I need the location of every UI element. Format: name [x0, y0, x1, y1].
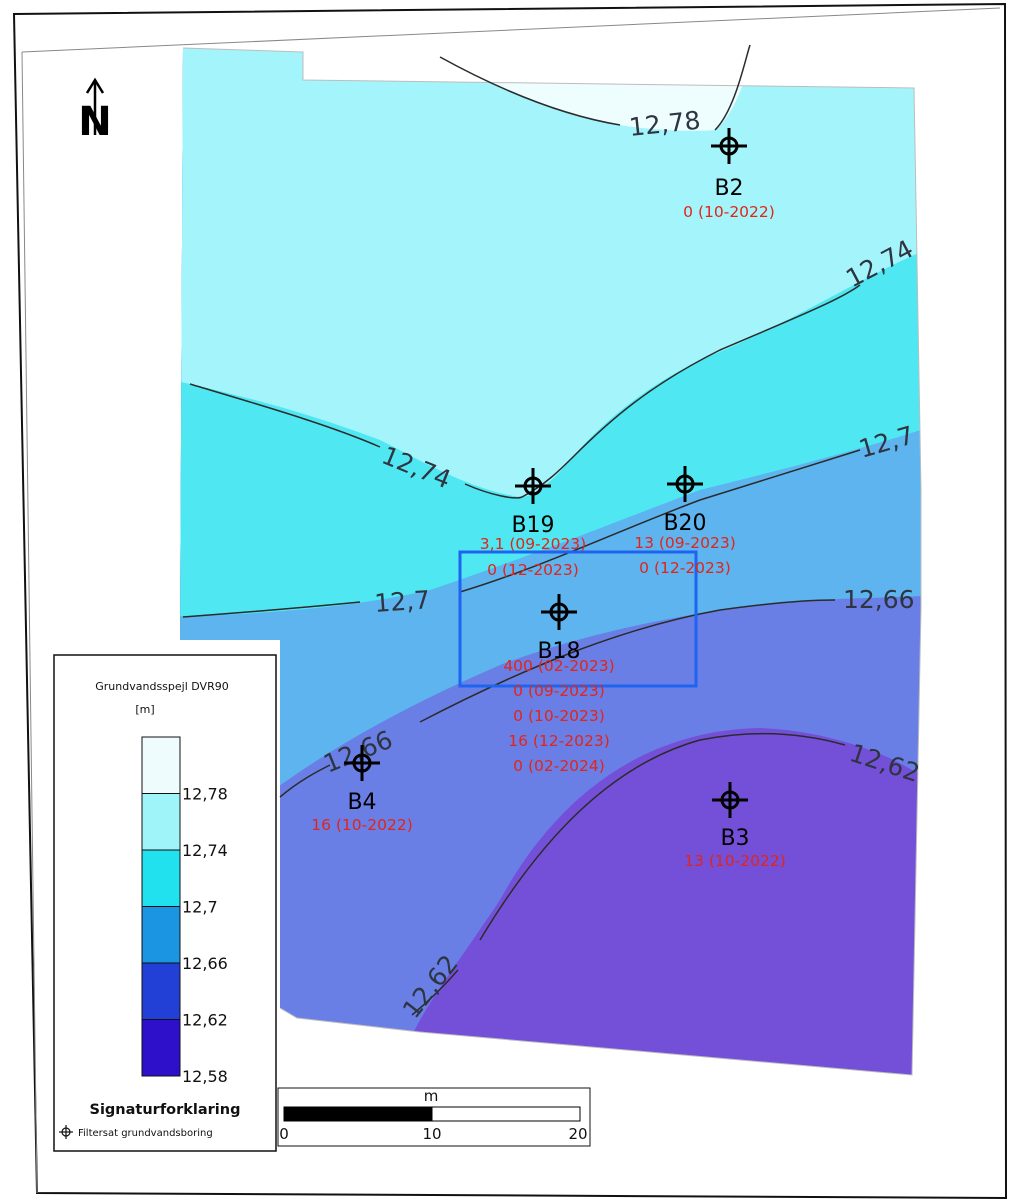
- legend-color-swatch: [141, 849, 181, 907]
- contour-line-12-7: [182, 449, 861, 618]
- well-symbol-icon: [59, 1125, 73, 1139]
- legend-color-swatch: [141, 906, 181, 964]
- well-symbol-icon: [515, 468, 551, 504]
- legend-tick-label: 12,7: [182, 898, 218, 917]
- well-name-label: B20: [663, 511, 706, 536]
- well-observation-label: 13 (10-2022): [684, 852, 786, 870]
- well-observation-label: 16 (10-2022): [311, 816, 413, 834]
- well-name-label: B19: [511, 513, 554, 538]
- well-name-label: B4: [347, 790, 376, 815]
- contour-label: 12,66: [843, 585, 915, 614]
- well-symbol-icon: [541, 594, 577, 630]
- inner-frame-left: [21, 51, 38, 1194]
- legend-color-swatch: [141, 793, 181, 851]
- scale-bar-tick-label: 0: [279, 1125, 289, 1143]
- scale-bar-tick-label: 20: [568, 1125, 587, 1143]
- well-observation-label: 3,1 (09-2023): [480, 535, 586, 553]
- scale-bar: m 0 10 20: [277, 1087, 591, 1147]
- well-observation-label: 0 (09-2023): [513, 682, 605, 700]
- legend-tick-label: 12,62: [182, 1011, 228, 1030]
- well-observation-label: 400 (02-2023): [503, 657, 614, 675]
- contour-line-12-62: [411, 732, 846, 1016]
- legend-color-swatch: [141, 1019, 181, 1077]
- well-observation-label: 0 (02-2024): [513, 757, 605, 775]
- contour-line-12-74: [189, 284, 861, 499]
- north-arrow-label: N: [78, 99, 111, 145]
- legend-title: Grundvandsspejl DVR90: [95, 680, 228, 693]
- north-arrow-head: [85, 77, 105, 94]
- scale-bar-unit: m: [424, 1087, 439, 1105]
- contour-line-12-78: [439, 44, 751, 131]
- legend-tick-label: 12,74: [182, 841, 228, 860]
- scale-bar-segment-white: [431, 1106, 581, 1122]
- well-observation-label: 0 (10-2022): [683, 203, 775, 221]
- contour-label: 12,7: [373, 585, 431, 618]
- legend-symbol-row: Filtersat grundvandsboring: [59, 1125, 213, 1139]
- scale-bar-segment-black: [283, 1106, 433, 1122]
- legend-color-swatch: [141, 962, 181, 1020]
- legend-symbol-label: Filtersat grundvandsboring: [78, 1128, 213, 1139]
- north-arrow: N: [78, 77, 112, 145]
- map-boundary: [182, 47, 922, 1076]
- well-observation-label: 0 (12-2023): [639, 559, 731, 577]
- well-observation-label: 0 (12-2023): [487, 561, 579, 579]
- legend-heading: Signaturforklaring: [90, 1102, 241, 1118]
- legend-tick-label: 12,78: [182, 785, 228, 804]
- well-symbol-icon: [667, 466, 703, 502]
- well-observation-label: 13 (09-2023): [634, 534, 736, 552]
- legend-tick-labels: 12,78 12,74 12,7 12,66 12,62 12,58: [182, 785, 228, 1087]
- legend: Grundvandsspejl DVR90 [m] 12,7812,7412,7…: [53, 654, 277, 1152]
- contour-zones: [180, 48, 921, 1075]
- well-b2: B2 0 (10-2022): [683, 128, 775, 221]
- highlight-rectangle: [458, 550, 698, 688]
- well-symbol-icon: [344, 745, 380, 781]
- well-symbol-icon: [712, 782, 748, 818]
- well-symbol-icon: [711, 128, 747, 164]
- well-observation-label: 16 (12-2023): [508, 732, 610, 750]
- zone-12-74-to-12-78: [180, 48, 921, 498]
- well-observation-label: 0 (10-2023): [513, 707, 605, 725]
- legend-color-swatch: [141, 736, 181, 794]
- legend-color-ramp: [141, 736, 181, 1077]
- well-name-label: B2: [714, 176, 743, 201]
- inner-frame-top: [21, 7, 1001, 53]
- legend-unit: [m]: [135, 703, 154, 716]
- scale-bar-tick-label: 10: [422, 1125, 441, 1143]
- legend-tick-label: 12,58: [182, 1067, 228, 1086]
- well-name-label: B3: [720, 826, 749, 851]
- legend-tick-label: 12,66: [182, 954, 228, 973]
- well-name-label: B18: [537, 639, 580, 664]
